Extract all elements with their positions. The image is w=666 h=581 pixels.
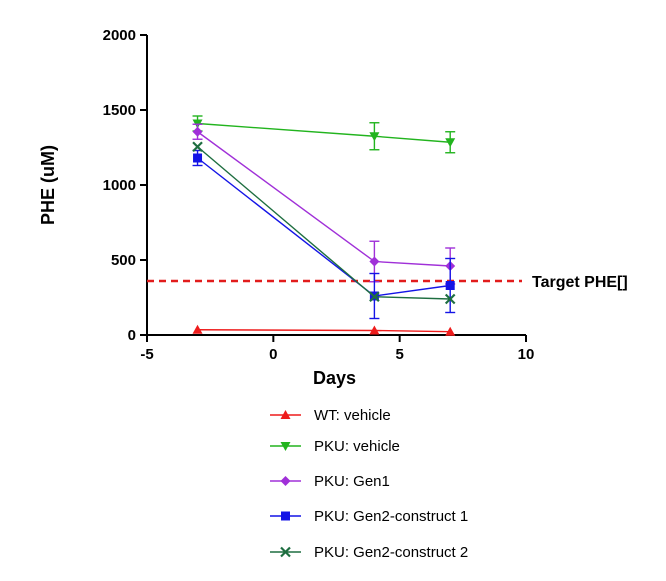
series-4: [192, 141, 456, 305]
series-2: [192, 123, 456, 285]
series-group: [192, 115, 456, 336]
series-3-point-0: [193, 153, 203, 163]
series-3-point-2: [445, 281, 455, 290]
target-reference-label: Target PHE[]: [532, 274, 628, 291]
x-tick-label-0: -5: [140, 346, 153, 363]
legend: WT: vehicle PKU: vehicle PKU: Gen1 PKU: Gen…: [270, 407, 468, 561]
legend-marker-2: [280, 476, 291, 486]
y-tick-label-1: 500: [111, 252, 136, 269]
series-1: [192, 115, 456, 154]
series-1-line: [197, 122, 451, 143]
legend-item-2: PKU: Gen1: [270, 473, 390, 490]
legend-marker-1: [280, 442, 291, 451]
x-axis-title: Days: [313, 368, 356, 388]
series-4-point-1-stroke-b: [369, 291, 380, 303]
y-tick-label-3: 1500: [103, 102, 136, 119]
legend-item-4: PKU: Gen2-construct 2: [270, 544, 468, 561]
legend-label-4: PKU: Gen2-construct 2: [314, 544, 468, 561]
legend-label-1: PKU: vehicle: [314, 438, 400, 455]
series-0-point-1: [369, 325, 380, 335]
legend-marker-4: [280, 546, 291, 558]
series-4-point-0-stroke-b: [192, 141, 203, 153]
series-0-point-0: [192, 324, 203, 334]
legend-marker-4-stroke-b: [280, 546, 291, 558]
y-tick-label-2: 1000: [103, 177, 136, 194]
series-4-point-0: [192, 141, 203, 153]
series-4-point-2: [444, 293, 456, 305]
series-2-point-0: [192, 126, 203, 137]
reference-line-group: Target PHE[]: [147, 274, 628, 291]
legend-label-3: PKU: Gen2-construct 1: [314, 508, 468, 525]
legend-label-2: PKU: Gen1: [314, 473, 390, 490]
legend-label-0: WT: vehicle: [314, 407, 391, 424]
series-2-point-1: [369, 256, 380, 267]
series-0: [192, 324, 456, 336]
legend-item-1: PKU: vehicle: [270, 438, 400, 455]
series-4-point-1: [369, 291, 380, 303]
y-axis-title: PHE (uM): [38, 145, 58, 225]
series-0-point-2: [445, 326, 456, 336]
series-4-point-2-stroke-b: [444, 293, 456, 305]
series-4-line: [197, 146, 451, 300]
y-tick-label-4: 2000: [103, 27, 136, 44]
legend-item-0: WT: vehicle: [270, 407, 391, 424]
x-tick-label-2: 5: [395, 346, 403, 363]
x-tick-label-1: 0: [269, 346, 277, 363]
series-1-point-2: [445, 138, 456, 148]
y-tick-label-0: 0: [128, 327, 136, 344]
legend-item-3: PKU: Gen2-construct 1: [270, 508, 468, 525]
legend-marker-0: [280, 410, 291, 419]
series-0-line: [197, 329, 451, 333]
series-1-point-1: [369, 132, 380, 142]
series-2-line: [197, 131, 451, 267]
legend-marker-3: [281, 511, 290, 521]
x-tick-label-3: 10: [518, 346, 535, 363]
